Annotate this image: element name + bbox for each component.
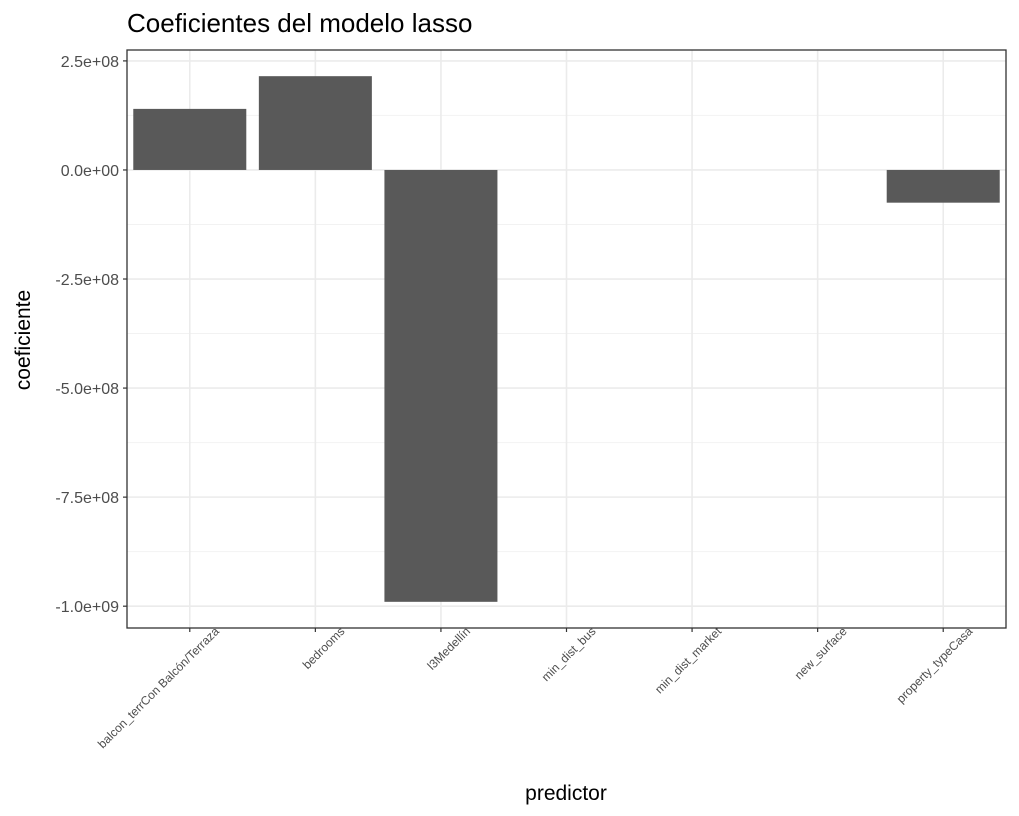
bar bbox=[886, 169, 1000, 203]
bar bbox=[384, 169, 498, 602]
y-axis: 2.5e+08 0.0e+00 -2.5e+08 -5.0e+08 -7.5e+08 -1… bbox=[55, 54, 127, 616]
y-tick-label: -1.0e+09 bbox=[55, 599, 119, 616]
bar bbox=[133, 108, 247, 170]
x-tick-label: min_dist_market bbox=[652, 624, 725, 697]
x-tick-label: balcon_terrCon Balcón/Terraza bbox=[95, 624, 222, 751]
bars bbox=[133, 76, 1000, 602]
y-tick-label: 2.5e+08 bbox=[61, 54, 119, 71]
x-axis-title: predictor bbox=[525, 782, 607, 805]
panel-border bbox=[126, 49, 1007, 629]
x-tick-label: bedrooms bbox=[300, 624, 348, 672]
x-tick-label: property_typeCasa bbox=[894, 624, 976, 706]
y-axis-title: coeficiente bbox=[12, 290, 35, 390]
x-tick-label: l3Medellín bbox=[424, 624, 473, 673]
x-tick-label: new_surface bbox=[792, 624, 850, 682]
y-tick-label: -5.0e+08 bbox=[55, 381, 119, 398]
chart-title: Coeficientes del modelo lasso bbox=[127, 8, 472, 38]
y-tick-label: -2.5e+08 bbox=[55, 272, 119, 289]
x-axis: balcon_terrCon Balcón/Terraza bedrooms l3M… bbox=[95, 624, 976, 751]
bar bbox=[258, 76, 372, 170]
y-tick-label: -7.5e+08 bbox=[55, 490, 119, 507]
y-tick-label: 0.0e+00 bbox=[61, 163, 119, 180]
x-tick-label: min_dist_bus bbox=[539, 624, 599, 684]
